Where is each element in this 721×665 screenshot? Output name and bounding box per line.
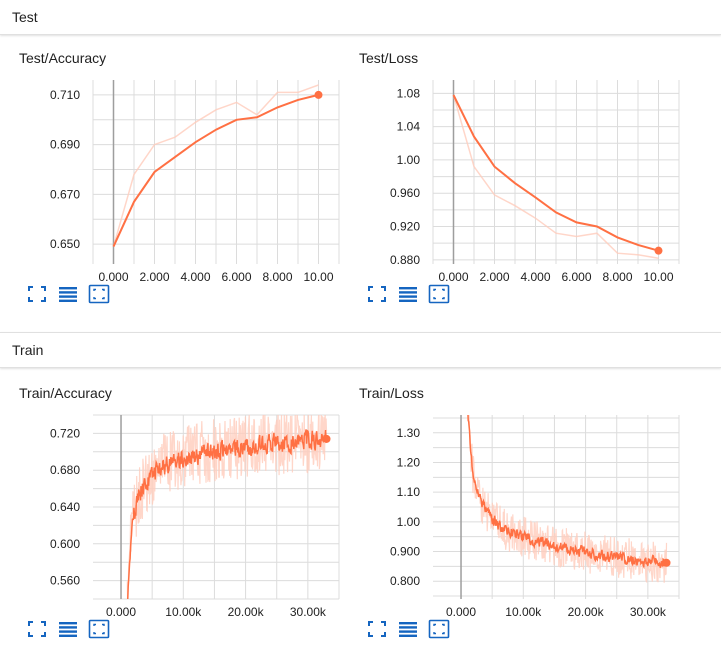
last-point-marker [314, 90, 323, 99]
y-tick-label: 0.670 [50, 187, 80, 201]
x-tick-label: 10.00k [165, 605, 202, 619]
chart-card-test-loss: Test/Loss 0.880 0.920 0.960 1.00 1.04 1.08 0.0… [340, 34, 680, 324]
x-tick-label: 2.000 [139, 270, 169, 284]
y-tick-label: 0.710 [50, 88, 80, 102]
x-tick-label: 10.00 [303, 270, 333, 284]
y-tick-label: 0.880 [390, 253, 420, 267]
x-tick-label: 0.000 [106, 605, 136, 619]
y-tick-label: 0.690 [50, 138, 80, 152]
y-tick-label: 0.800 [390, 574, 420, 588]
x-tick-label: 6.000 [561, 270, 591, 284]
section-header-train[interactable]: Train [0, 332, 721, 368]
x-tick-label: 20.00k [228, 605, 265, 619]
chart-title: Test/Loss [359, 50, 419, 66]
last-point-marker [662, 558, 671, 567]
chart-title: Test/Accuracy [19, 50, 107, 66]
series-smoothed-line [112, 93, 319, 248]
x-tick-label: 4.000 [520, 270, 550, 284]
last-point-marker [654, 246, 663, 255]
y-tick-label: 0.560 [50, 574, 80, 588]
y-tick-label: 0.900 [390, 545, 420, 559]
x-tick-label: 6.000 [221, 270, 251, 284]
reset-zoom-icon[interactable] [88, 284, 110, 304]
x-tick-label: 30.00k [290, 605, 327, 619]
reset-zoom-icon[interactable] [88, 619, 110, 639]
fit-to-screen-icon[interactable] [366, 284, 388, 304]
y-tick-label: 1.10 [397, 485, 421, 499]
series-raw-line [468, 415, 668, 584]
chart-card-test-accuracy: Test/Accuracy 0.650 0.670 0.690 0.710 0.000 2… [0, 34, 340, 324]
x-tick-label: 0.000 [98, 270, 128, 284]
y-tick-label: 1.20 [397, 455, 421, 469]
series-raw-line [112, 84, 319, 247]
y-tick-label: 0.720 [50, 426, 80, 440]
toggle-log-scale-icon[interactable] [57, 619, 79, 639]
x-tick-label: 2.000 [479, 270, 509, 284]
y-tick-label: 0.640 [50, 500, 80, 514]
last-point-marker [322, 434, 331, 443]
y-tick-label: 1.08 [397, 86, 421, 100]
chart-title: Train/Loss [359, 385, 424, 401]
x-tick-label: 8.000 [262, 270, 292, 284]
y-tick-label: 1.04 [397, 120, 421, 134]
series-smoothed-line [467, 415, 668, 570]
toggle-log-scale-icon[interactable] [57, 284, 79, 304]
x-tick-label: 20.00k [568, 605, 605, 619]
fit-to-screen-icon[interactable] [26, 284, 48, 304]
x-tick-label: 4.000 [180, 270, 210, 284]
chart-test-loss[interactable]: 0.880 0.920 0.960 1.00 1.04 1.08 0.000 2.000 4.0… [340, 34, 680, 284]
y-tick-label: 0.600 [50, 537, 80, 551]
series-raw-line [452, 94, 659, 259]
chart-train-loss[interactable]: 0.800 0.900 1.00 1.10 1.20 1.30 0.000 10.00k 20.… [340, 369, 680, 619]
chart-title: Train/Accuracy [19, 385, 112, 401]
reset-zoom-icon[interactable] [428, 284, 450, 304]
y-tick-label: 1.00 [397, 515, 421, 529]
x-tick-label: 0.000 [438, 270, 468, 284]
chart-card-train-accuracy: Train/Accuracy 0.560 0.600 0.640 0.680 0.720… [0, 369, 340, 659]
y-tick-label: 0.920 [390, 220, 420, 234]
chart-card-train-loss: Train/Loss 0.800 0.900 1.00 1.10 1.20 1.30 0.0… [340, 369, 680, 659]
y-tick-label: 1.00 [397, 153, 421, 167]
y-tick-label: 0.680 [50, 463, 80, 477]
section-title: Test [12, 9, 38, 25]
fit-to-screen-icon[interactable] [366, 619, 388, 639]
x-tick-label: 0.000 [446, 605, 476, 619]
toggle-log-scale-icon[interactable] [397, 619, 419, 639]
y-tick-label: 0.650 [50, 237, 80, 251]
x-tick-label: 10.00 [643, 270, 673, 284]
toggle-log-scale-icon[interactable] [397, 284, 419, 304]
y-tick-label: 0.960 [390, 186, 420, 200]
section-title: Train [12, 342, 44, 358]
x-tick-label: 30.00k [630, 605, 667, 619]
chart-test-accuracy[interactable]: 0.650 0.670 0.690 0.710 0.000 2.000 4.000 6.000… [0, 34, 340, 284]
x-tick-label: 10.00k [505, 605, 542, 619]
series-smoothed-line [126, 429, 328, 599]
fit-to-screen-icon[interactable] [26, 619, 48, 639]
chart-train-accuracy[interactable]: 0.560 0.600 0.640 0.680 0.720 0.000 10.00k 20.0… [0, 369, 340, 619]
series-smoothed-line [452, 94, 659, 252]
section-header-test[interactable]: Test [0, 0, 721, 35]
reset-zoom-icon[interactable] [428, 619, 450, 639]
y-tick-label: 1.30 [397, 426, 421, 440]
x-tick-label: 8.000 [602, 270, 632, 284]
